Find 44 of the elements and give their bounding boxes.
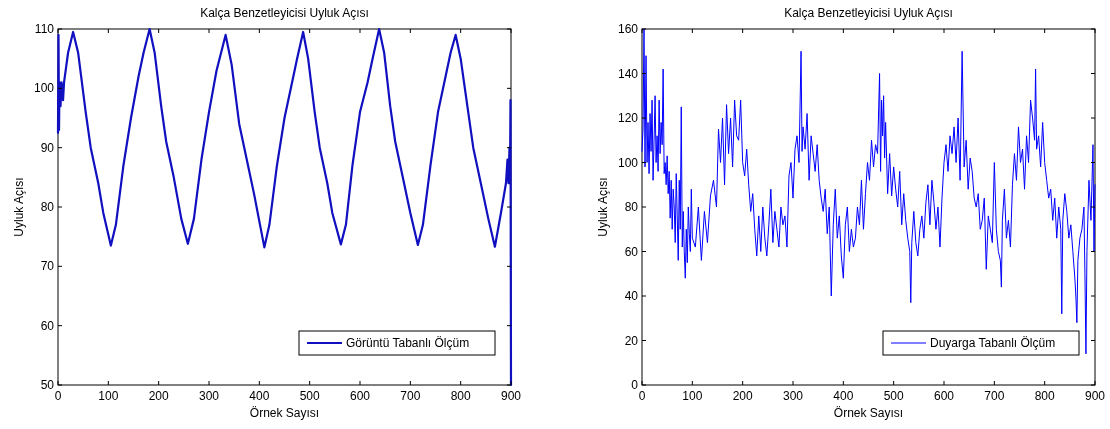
x-tick-label: 300	[782, 389, 804, 403]
chart-title: Kalça Benzetleyicisi Uyluk Açısı	[784, 6, 953, 20]
legend-label: Görüntü Tabanlı Ölçüm	[346, 336, 470, 350]
y-tick-label: 40	[624, 289, 639, 303]
x-tick-label: 800	[450, 389, 471, 403]
legend-label: Duyarga Tabanlı Ölçüm	[930, 336, 1056, 350]
x-tick-label: 600	[933, 389, 955, 403]
line-series	[641, 28, 1096, 355]
y-tick-label: 60	[624, 244, 639, 259]
y-tick-label: 80	[40, 200, 55, 214]
x-tick-label: 700	[400, 389, 421, 403]
x-tick-label: 500	[299, 389, 320, 403]
y-axis-title: Uyluk Açısı	[596, 177, 610, 237]
y-tick-label: 50	[40, 378, 55, 392]
x-tick-label: 200	[148, 389, 169, 403]
y-tick-label: 60	[40, 318, 55, 333]
x-tick-label: 700	[984, 389, 1005, 403]
x-tick-label: 400	[249, 389, 270, 403]
x-tick-label: 800	[1034, 389, 1055, 403]
chart-title: Kalça Benzetleyicisi Uyluk Açısı	[200, 6, 369, 20]
y-tick-label: 120	[617, 111, 639, 125]
y-tick-label: 110	[34, 22, 55, 36]
line-series	[56, 27, 513, 387]
y-tick-label: 100	[33, 81, 55, 96]
x-tick-label: 100	[98, 389, 119, 403]
y-tick-label: 70	[40, 259, 55, 274]
y-tick-label: 140	[617, 66, 639, 81]
y-tick-label: 160	[617, 22, 639, 36]
x-tick-label: 500	[883, 389, 904, 403]
x-tick-label: 100	[682, 389, 703, 403]
x-axis-title: Örnek Sayısı	[249, 406, 320, 420]
y-axis-title: Uyluk Açısı	[12, 177, 26, 237]
y-tick-label: 90	[40, 140, 55, 155]
x-tick-label: 300	[198, 389, 220, 403]
x-tick-label: 400	[833, 389, 854, 403]
y-tick-label: 0	[631, 378, 639, 392]
y-tick-label: 100	[617, 155, 639, 170]
x-tick-label: 900	[500, 389, 522, 403]
y-tick-label: 80	[624, 200, 639, 214]
x-axis-title: Örnek Sayısı	[833, 406, 904, 420]
x-tick-label: 600	[349, 389, 371, 403]
x-tick-label: 200	[732, 389, 753, 403]
x-tick-label: 900	[1084, 389, 1106, 403]
y-tick-label: 20	[624, 333, 639, 348]
